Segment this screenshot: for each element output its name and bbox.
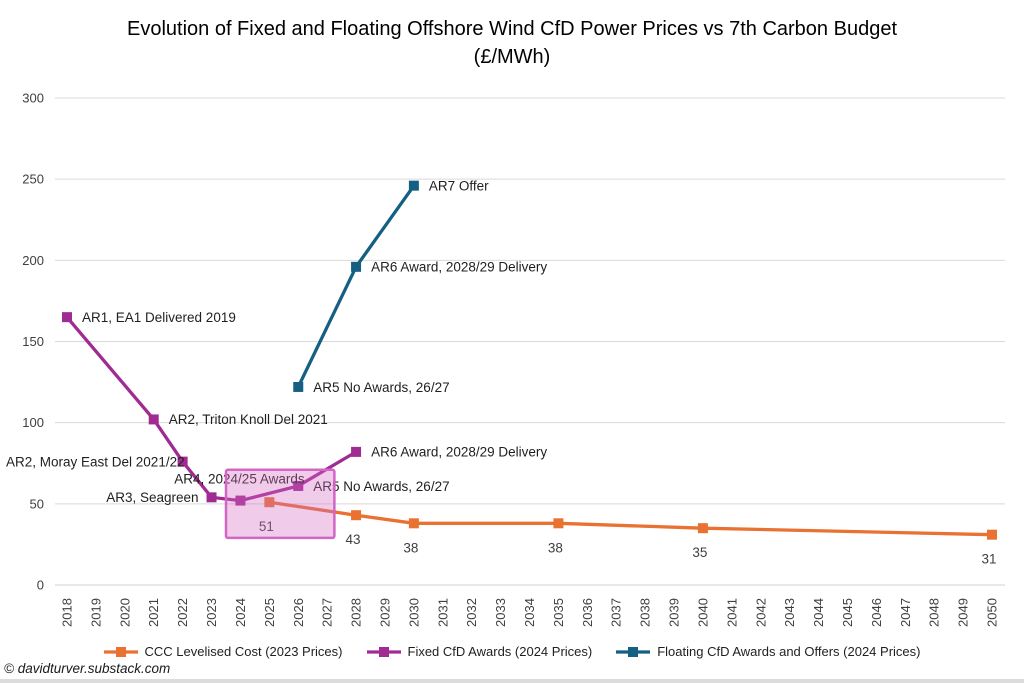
x-tick-label: 2037 <box>609 598 624 627</box>
chart-title: Evolution of Fixed and Floating Offshore… <box>126 18 897 68</box>
legend-swatch-marker <box>628 646 639 657</box>
marker-orange-2030 <box>408 518 419 529</box>
x-tick-label: 2020 <box>117 598 132 627</box>
annotation-purple-2021: AR2, Triton Knoll Del 2021 <box>169 412 328 427</box>
x-tick-label: 2018 <box>60 598 75 627</box>
data-label-orange-2035: 38 <box>548 540 563 555</box>
x-tick-label: 2022 <box>175 598 190 627</box>
x-tick-label: 2028 <box>349 598 364 627</box>
x-tick-label: 2032 <box>464 598 479 627</box>
marker-purple-2021 <box>148 414 159 425</box>
x-tick-label: 2044 <box>811 598 826 627</box>
marker-purple-2026 <box>293 480 304 491</box>
bottom-edge-strip <box>0 679 1024 683</box>
legend-swatch-teal <box>616 646 651 657</box>
x-tick-label: 2021 <box>146 598 161 627</box>
annotation-teal-2030: AR7 Offer <box>429 178 489 193</box>
legend-swatch-purple <box>366 646 401 657</box>
data-label-orange-2050: 31 <box>981 552 996 567</box>
x-tick-label: 2038 <box>638 598 653 627</box>
marker-purple-2018 <box>62 312 72 323</box>
x-tick-label: 2049 <box>956 598 971 627</box>
x-tick-label: 2045 <box>840 598 855 627</box>
x-tick-label: 2050 <box>985 598 1000 627</box>
x-tick-label: 2027 <box>320 598 335 627</box>
chart-legend: CCC Levelised Cost (2023 Prices) Fixed Cf… <box>0 644 1024 659</box>
x-tick-label: 2041 <box>724 598 739 627</box>
x-tick-label: 2033 <box>493 598 508 627</box>
annotation-purple-2023: AR3, Seagreen <box>106 490 198 505</box>
x-tick-label: 2029 <box>377 598 392 627</box>
x-tick-label: 2035 <box>551 598 566 627</box>
x-tick-label: 2019 <box>88 598 103 627</box>
x-tick-label: 2031 <box>435 598 450 627</box>
y-tick-label: 50 <box>30 496 44 511</box>
x-tick-label: 2046 <box>869 598 884 627</box>
annotation-purple-2024: AR4, 2024/25 Awards <box>174 472 305 487</box>
data-label-orange-2040: 35 <box>692 545 707 560</box>
y-tick-label: 300 <box>22 91 44 106</box>
legend-swatch-orange <box>103 646 138 657</box>
marker-purple-2022 <box>177 456 188 467</box>
highlight-box-ar4-ar5 <box>224 468 336 540</box>
marker-teal-2030 <box>408 180 419 191</box>
legend-label: CCC Levelised Cost (2023 Prices) <box>144 644 343 659</box>
legend-swatch-marker <box>115 646 126 657</box>
annotation-purple-2026: AR5 No Awards, 26/27 <box>313 479 449 494</box>
x-tick-label: 2026 <box>291 598 306 627</box>
x-tick-label: 2034 <box>522 598 537 627</box>
series-line-teal <box>296 184 416 388</box>
legend-item-orange: CCC Levelised Cost (2023 Prices) <box>103 644 343 659</box>
legend-swatch-marker <box>378 646 389 657</box>
annotation-purple-2018: AR1, EA1 Delivered 2019 <box>82 310 236 325</box>
series-line-orange <box>269 500 993 537</box>
marker-teal-2028 <box>351 261 362 272</box>
marker-teal-2026 <box>293 381 304 392</box>
x-tick-label: 2047 <box>898 598 913 627</box>
marker-orange-2035 <box>553 518 564 529</box>
x-tick-label: 2025 <box>262 598 277 627</box>
marker-purple-2024 <box>235 495 246 506</box>
marker-purple-2023 <box>206 492 217 503</box>
legend-item-teal: Floating CfD Awards and Offers (2024 Pri… <box>616 644 920 659</box>
data-label-orange-2030: 38 <box>403 540 418 555</box>
x-tick-label: 2023 <box>204 598 219 627</box>
copyright-credit: © davidturver.substack.com <box>4 661 171 676</box>
legend-item-purple: Fixed CfD Awards (2024 Prices) <box>366 644 593 659</box>
y-tick-label: 0 <box>37 578 44 593</box>
data-label-orange-2025: 51 <box>259 519 274 534</box>
data-label-orange-2028: 43 <box>346 532 361 547</box>
x-tick-label: 2042 <box>753 598 768 627</box>
x-tick-label: 2043 <box>782 598 797 627</box>
marker-orange-2028 <box>351 510 362 521</box>
x-tick-label: 2048 <box>927 598 942 627</box>
marker-orange-2050 <box>987 529 997 540</box>
annotation-purple-2022: AR2, Moray East Del 2021/22 <box>6 454 185 469</box>
y-tick-label: 200 <box>22 253 44 268</box>
x-tick-label: 2030 <box>406 598 421 627</box>
marker-purple-2028 <box>351 446 362 457</box>
annotation-teal-2028: AR6 Award, 2028/29 Delivery <box>371 260 547 275</box>
legend-label: Fixed CfD Awards (2024 Prices) <box>407 644 593 659</box>
x-tick-label: 2036 <box>580 598 595 627</box>
legend-label: Floating CfD Awards and Offers (2024 Pri… <box>657 644 921 659</box>
marker-orange-2040 <box>697 523 708 534</box>
y-tick-label: 150 <box>22 334 44 349</box>
marker-orange-2025 <box>264 497 275 508</box>
x-tick-label: 2039 <box>667 598 682 627</box>
y-tick-label: 250 <box>22 172 44 187</box>
x-tick-label: 2024 <box>233 598 248 627</box>
annotation-purple-2028: AR6 Award, 2028/29 Delivery <box>371 445 547 460</box>
x-tick-label: 2040 <box>695 598 710 627</box>
annotation-teal-2026: AR5 No Awards, 26/27 <box>313 380 449 395</box>
y-tick-label: 100 <box>22 415 44 430</box>
